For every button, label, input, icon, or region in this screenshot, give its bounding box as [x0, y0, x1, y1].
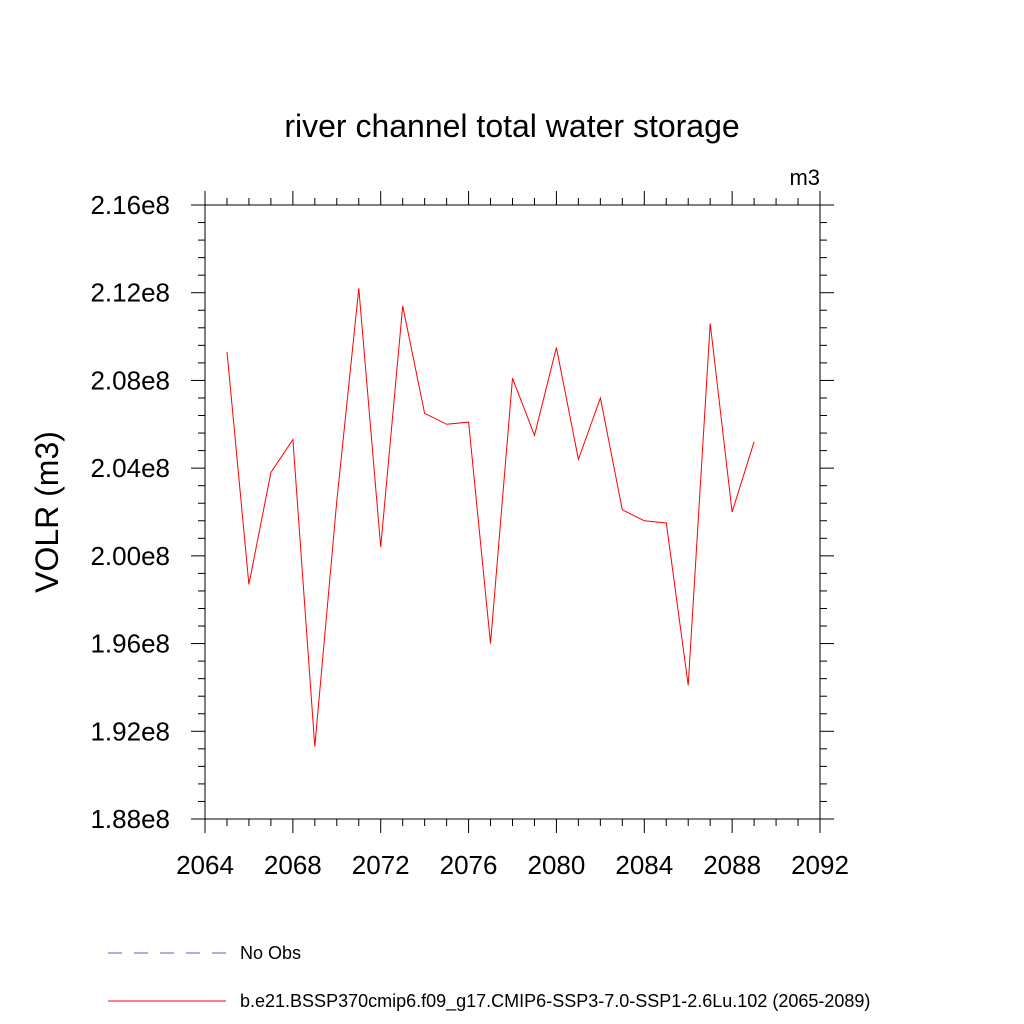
series-line: [226, 288, 755, 747]
x-tick-label: 2064: [176, 850, 234, 880]
legend-label: b.e21.BSSP370cmip6.f09_g17.CMIP6-SSP3-7.…: [240, 991, 870, 1012]
y-tick-label: 2.08e8: [90, 365, 170, 395]
x-tick-label: 2068: [264, 850, 322, 880]
tick-labels: 2064 2068 2072 2076 2080 2084 2088 2092 1.88e8 1.…: [90, 190, 848, 880]
y-tick-label: 2.12e8: [90, 278, 170, 308]
y-tick-label: 2.04e8: [90, 453, 170, 483]
x-tick-label: 2080: [528, 850, 586, 880]
units-label: m3: [789, 165, 820, 190]
chart-title: river channel total water storage: [284, 108, 739, 144]
x-tick-label: 2084: [615, 850, 673, 880]
x-tick-label: 2088: [703, 850, 761, 880]
axis-ticks: [191, 191, 834, 833]
y-axis-label: VOLR (m3): [29, 431, 65, 593]
y-tick-label: 2.00e8: [90, 541, 170, 571]
y-tick-label: 1.88e8: [90, 804, 170, 834]
x-tick-label: 2076: [440, 850, 498, 880]
legend: No Obs b.e21.BSSP370cmip6.f09_g17.CMIP6-S…: [108, 943, 870, 1012]
y-tick-label: 1.96e8: [90, 629, 170, 659]
x-tick-label: 2072: [352, 850, 410, 880]
y-tick-label: 2.16e8: [90, 190, 170, 220]
y-tick-label: 1.92e8: [90, 716, 170, 746]
plot-frame: [204, 204, 821, 820]
x-tick-label: 2092: [791, 850, 849, 880]
series-layer: [226, 288, 755, 747]
legend-label: No Obs: [240, 943, 301, 963]
